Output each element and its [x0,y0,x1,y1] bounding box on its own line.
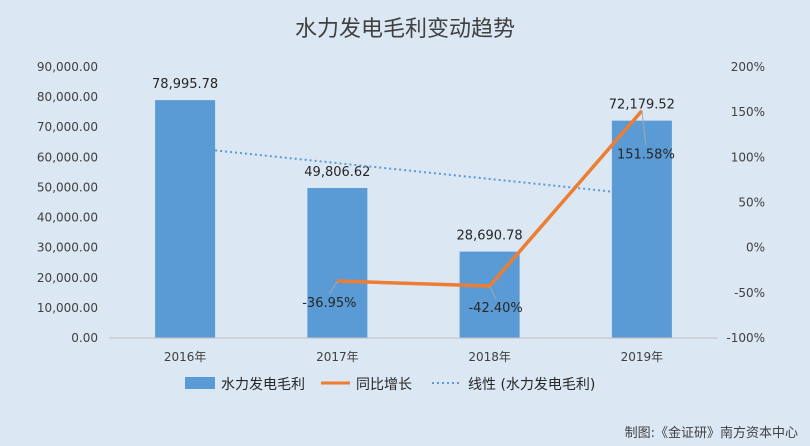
right-axis-tick-label: 100% [731,150,765,164]
leader-line [489,285,497,300]
left-axis-tick-label: 50,000.00 [37,180,98,194]
legend-trend-label: 线性 (水力发电毛利) [468,377,595,393]
left-axis-tick-label: 10,000.00 [37,301,98,315]
bar-data-label: 28,690.78 [457,229,523,244]
left-axis: 0.00 10,000.00 20,000.00 30,000.00 40,000.00… [37,60,98,345]
left-axis-tick-label: 0.00 [71,331,98,345]
legend: 水力发电毛利 同比增长 线性 (水力发电毛利) [185,377,595,393]
right-axis-tick-label: 150% [731,105,765,119]
bar [611,120,672,338]
leader-line [641,110,647,146]
right-axis-tick-label: -100% [726,331,765,345]
left-axis-tick-label: 40,000.00 [37,211,98,225]
bar-data-label: 49,806.62 [304,165,370,180]
bar [155,100,216,339]
growth-line-series: -36.95% -42.40% 151.58% [302,109,675,316]
left-axis-tick-label: 30,000.00 [37,241,98,255]
category-label: 2019年 [621,350,664,364]
right-axis-tick-label: 200% [731,60,765,74]
legend-bar-swatch [185,377,215,389]
trendline-series [215,149,612,193]
bar [459,251,520,338]
right-axis: -100% -50% 0% 50% 100% 150% 200% [726,60,765,345]
right-axis-tick-label: -50% [734,286,765,300]
left-axis-tick-label: 60,000.00 [37,150,98,164]
growth-data-label: -36.95% [302,296,356,311]
left-axis-tick-label: 70,000.00 [37,120,98,134]
legend-bar-label: 水力发电毛利 [221,377,305,393]
trendline [215,149,612,193]
legend-line-label: 同比增长 [356,377,412,393]
category-label: 2016年 [164,350,207,364]
right-axis-tick-label: 0% [746,241,765,255]
bar-data-label: 72,179.52 [609,98,675,113]
right-axis-tick-label: 50% [738,196,765,210]
bar [307,188,368,338]
category-label: 2018年 [468,350,511,364]
growth-data-label: -42.40% [468,301,522,316]
bar-data-label: 78,995.78 [152,77,218,92]
chart-title: 水力发电毛利变动趋势 [295,17,515,42]
category-label: 2017年 [316,350,359,364]
left-axis-tick-label: 20,000.00 [37,271,98,285]
growth-data-label: 151.58% [617,148,675,163]
x-axis: 2016年 2017年 2018年 2019年 [109,337,718,364]
left-axis-tick-label: 80,000.00 [37,90,98,104]
source-note: 制图:《金证研》南方资本中心 [625,425,798,441]
bar-series: 78,995.78 49,806.62 28,690.78 72,179.52 [152,77,675,339]
left-axis-tick-label: 90,000.00 [37,60,98,74]
leader-line [328,280,338,295]
